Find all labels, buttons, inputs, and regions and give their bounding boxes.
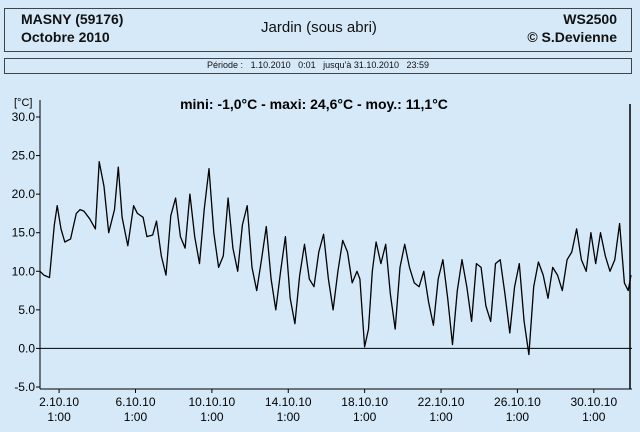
period-end: 31.10.2010 23:59 (353, 60, 429, 70)
y-tick-label: 25.0 (12, 149, 36, 163)
x-tick-date: 6.10.10 (115, 395, 155, 409)
y-tick-label: 20.0 (12, 187, 36, 201)
copyright: © S.Devienne (527, 29, 617, 45)
x-tick-time: 1:00 (124, 410, 148, 424)
x-tick-time: 1:00 (47, 410, 71, 424)
summary-label: mini: -1,0°C - maxi: 24,6°C - moy.: 11,1… (180, 96, 448, 112)
y-tick-label: 30.0 (12, 110, 36, 124)
chart-title: Jardin (sous abri) (261, 19, 377, 36)
x-tick-date: 18.10.10 (341, 395, 388, 409)
period-start: 1.10.2010 0:01 (250, 60, 316, 70)
x-tick-time: 1:00 (582, 410, 606, 424)
x-tick-date: 10.10.10 (189, 395, 236, 409)
x-tick-date: 26.10.10 (494, 395, 541, 409)
x-tick-date: 14.10.10 (265, 395, 312, 409)
series-line-0 (39, 161, 632, 356)
period-box: Période : 1.10.2010 0:01 jusqu'à 31.10.2… (4, 58, 632, 74)
y-tick-label: -5.0 (14, 380, 35, 394)
header-box: MASNY (59176) Octobre 2010 Jardin (sous … (4, 8, 632, 52)
site-name: MASNY (59176) (21, 11, 124, 27)
period-until: jusqu'à (323, 60, 352, 70)
x-tick-time: 1:00 (200, 410, 224, 424)
y-tick-label: 0.0 (18, 341, 35, 355)
period-text: Période : 1.10.2010 0:01 jusqu'à 31.10.2… (5, 60, 631, 70)
y-tick-label: 10.0 (12, 264, 36, 278)
month-label: Octobre 2010 (21, 29, 110, 45)
x-tick-time: 1:00 (506, 410, 530, 424)
x-tick-date: 30.10.10 (570, 395, 617, 409)
y-unit-label: [°C] (14, 97, 32, 109)
y-tick-label: 15.0 (12, 226, 36, 240)
x-tick-time: 1:00 (429, 410, 453, 424)
station-name: WS2500 (563, 11, 617, 27)
y-tick-label: 5.0 (18, 303, 35, 317)
x-tick-date: 22.10.10 (418, 395, 465, 409)
x-tick-time: 1:00 (277, 410, 301, 424)
chart-axes: [°C] mini: -1,0°C - maxi: 24,6°C - moy.: … (12, 96, 632, 424)
period-label: Période : (207, 60, 244, 70)
x-tick-date: 2.10.10 (39, 395, 79, 409)
x-tick-time: 1:00 (353, 410, 377, 424)
plot-area (39, 161, 632, 356)
